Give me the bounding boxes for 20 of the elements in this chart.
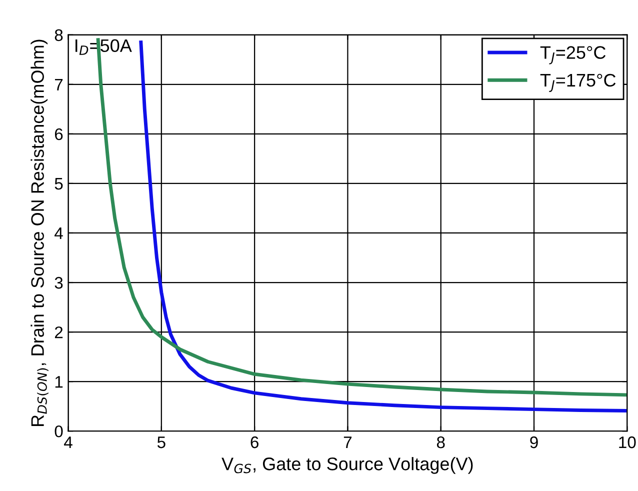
legend-label: T$_{J}$=175°C	[540, 74, 616, 92]
y-tick-label: 8	[54, 29, 63, 42]
y-tick-label: 7	[54, 78, 63, 90]
y-tick-label: 4	[54, 228, 63, 240]
x-tick-label: 9	[530, 436, 538, 448]
x-tick-label: 10	[619, 436, 636, 448]
x-tick-label: 8	[436, 436, 445, 448]
x-tick-label: 5	[157, 436, 166, 448]
x-tick-label: 4	[64, 436, 72, 448]
y-tick-label: 2	[54, 326, 63, 338]
y-tick-label: 6	[54, 128, 63, 140]
x-tick-label: 6	[250, 436, 258, 448]
y-tick-label: 5	[54, 178, 63, 190]
y-tick-label: 1	[55, 376, 63, 388]
y-tick-label: 3	[54, 276, 63, 289]
y-tick-label: 0	[54, 426, 63, 438]
x-axis-title: V$_{GS}$, Gate to Source Voltage(V)	[222, 457, 473, 474]
y-axis-title: R$_{DS(ON)}$, Drain to Source ON Resistance(mOhm)	[30, 40, 48, 426]
legend-label: T$_{J}$=25°C	[540, 46, 606, 64]
x-tick-label: 7	[344, 436, 352, 448]
